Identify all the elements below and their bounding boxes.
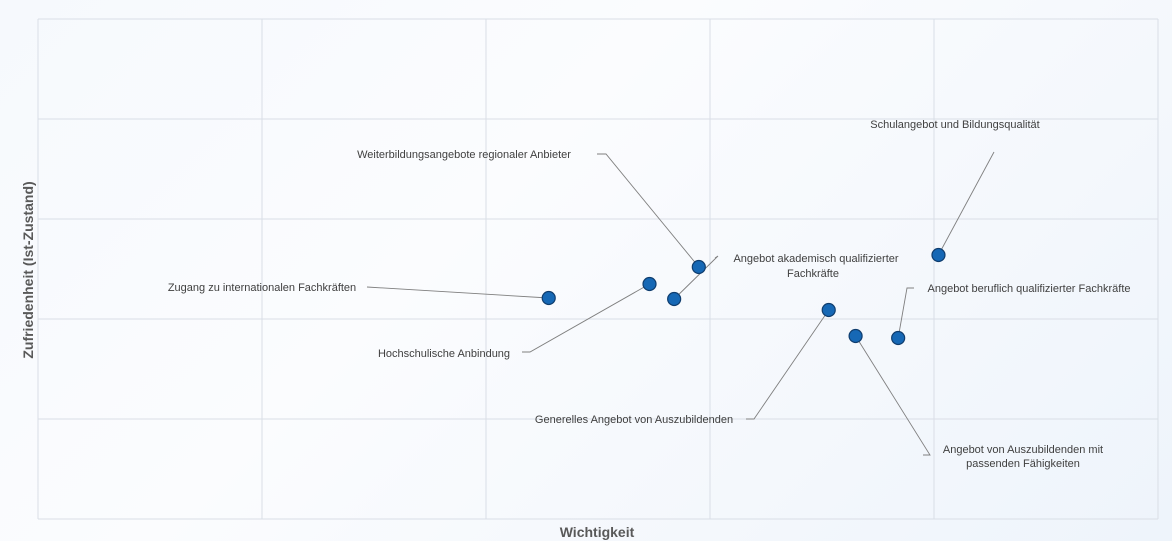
data-point xyxy=(541,290,556,306)
leader-line xyxy=(522,283,650,353)
data-label: Fachkräfte xyxy=(787,268,839,280)
data-point xyxy=(821,302,836,318)
grid xyxy=(37,18,1159,520)
data-label: Weiterbildungsangebote regionaler Anbiet… xyxy=(357,149,571,161)
leader-line xyxy=(597,153,700,268)
leader-line xyxy=(673,255,719,300)
leader-line xyxy=(366,286,549,299)
leader-lines xyxy=(366,151,995,456)
leader-line xyxy=(855,335,931,456)
data-point xyxy=(691,259,706,275)
data-label: Hochschulische Anbindung xyxy=(378,348,510,360)
data-points xyxy=(541,247,946,346)
data-labels: Schulangebot und Bildungsqualität Weiterb… xyxy=(168,119,1131,470)
data-point xyxy=(642,276,657,292)
data-label: Angebot von Auszubildenden mit xyxy=(943,444,1103,456)
data-label: Angebot akademisch qualifizierter xyxy=(733,253,898,265)
leader-line xyxy=(938,151,995,256)
data-label: Generelles Angebot von Auszubildenden xyxy=(535,414,733,426)
data-label: Angebot beruflich qualifizierter Fachkrä… xyxy=(928,283,1131,295)
leader-line xyxy=(897,287,914,339)
data-point xyxy=(667,291,682,307)
y-axis-title: Zufriedenheit (Ist-Zustand) xyxy=(20,181,36,358)
data-point xyxy=(931,247,946,263)
leader-line xyxy=(746,309,830,420)
data-point xyxy=(891,330,906,346)
data-label: passenden Fähigkeiten xyxy=(966,458,1080,470)
data-point xyxy=(848,328,863,344)
data-label: Schulangebot und Bildungsqualität xyxy=(870,119,1039,131)
data-label: Zugang zu internationalen Fachkräften xyxy=(168,282,356,294)
x-axis-title: Wichtigkeit xyxy=(560,524,635,540)
